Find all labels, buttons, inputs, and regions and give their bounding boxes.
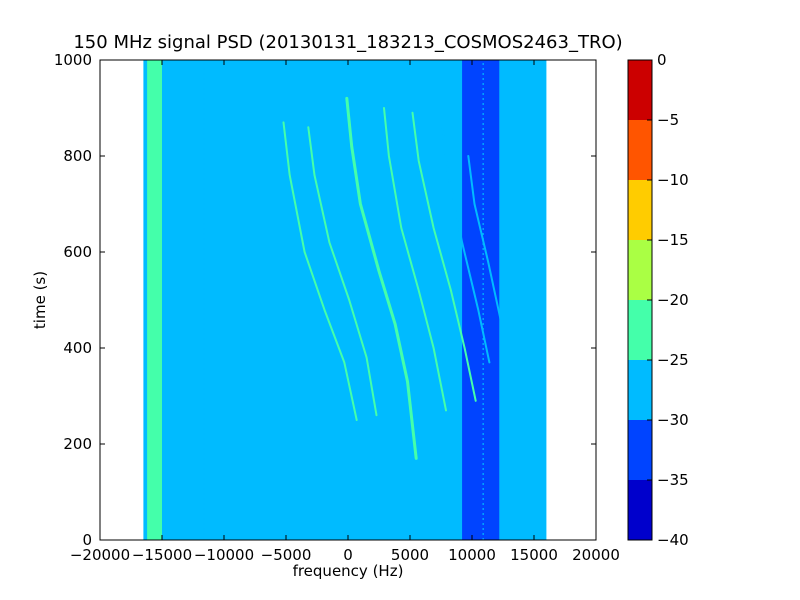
colorbar-segment-3 — [628, 300, 652, 360]
colorbar-segment-7 — [628, 60, 652, 120]
heatmap-band-1 — [462, 60, 500, 540]
signal-trace-5 — [441, 126, 491, 364]
y-axis-label: time (s) — [31, 271, 49, 329]
x-tick-label: −15000 — [132, 546, 192, 564]
colorbar-segment-4 — [628, 240, 652, 300]
y-axis-ticks: 0 200 400 600 800 1000 — [54, 51, 596, 549]
colorbar-segments — [628, 60, 652, 540]
colorbar-tick-label: −15 — [657, 231, 689, 249]
x-tick-label: 10000 — [448, 546, 496, 564]
colorbar-tick-label: −5 — [657, 111, 679, 129]
colorbar-tick-label: −40 — [657, 531, 689, 549]
spectrogram-plot-area: −20000 −15000 −10000 −5000 0 5000 10000 15000 20… — [54, 51, 620, 564]
x-tick-label: 0 — [343, 546, 353, 564]
y-tick-label: 1000 — [54, 51, 92, 69]
signal-trace-4 — [411, 111, 477, 402]
x-axis-ticks: −20000 −15000 −10000 −5000 0 5000 10000 15000 20… — [70, 60, 620, 564]
x-tick-label: 20000 — [572, 546, 620, 564]
chart-title: 150 MHz signal PSD (20130131_183213_COSM… — [73, 32, 622, 53]
x-tick-label: −10000 — [194, 546, 254, 564]
x-tick-label: −20000 — [70, 546, 130, 564]
signal-trace-2 — [307, 126, 378, 417]
signal-trace-6 — [467, 155, 502, 321]
colorbar-segment-6 — [628, 120, 652, 180]
colorbar-tick-label: −25 — [657, 351, 689, 369]
colorbar-tick-label: −20 — [657, 291, 689, 309]
y-tick-label: 800 — [63, 147, 92, 165]
colorbar: 0 −5 −10 −15 −20 −25 −30 −35 −40 — [627, 51, 689, 549]
colorbar-tick-label: −30 — [657, 411, 689, 429]
y-tick-label: 400 — [63, 339, 92, 357]
y-tick-label: 0 — [82, 531, 92, 549]
spectrogram-heatmap — [143, 60, 547, 540]
colorbar-segment-1 — [628, 420, 652, 480]
signal-trace-1 — [282, 121, 358, 421]
colorbar-tick-label: −10 — [657, 171, 689, 189]
colorbar-ticks: 0 −5 −10 −15 −20 −25 −30 −35 −40 — [647, 51, 689, 549]
y-tick-label: 600 — [63, 243, 92, 261]
colorbar-tick-label: −35 — [657, 471, 689, 489]
x-tick-label: 5000 — [391, 546, 429, 564]
x-tick-label: 15000 — [510, 546, 558, 564]
signal-traces — [282, 96, 502, 460]
colorbar-tick-label: 0 — [657, 51, 667, 69]
colorbar-segment-2 — [628, 360, 652, 420]
signal-trace-3 — [383, 107, 447, 412]
signal-trace-0 — [345, 96, 418, 460]
y-tick-label: 200 — [63, 435, 92, 453]
heatmap-band-0 — [147, 60, 162, 540]
colorbar-segment-5 — [628, 180, 652, 240]
colorbar-segment-0 — [628, 480, 652, 540]
x-tick-label: −5000 — [261, 546, 312, 564]
x-axis-label: frequency (Hz) — [293, 562, 404, 580]
